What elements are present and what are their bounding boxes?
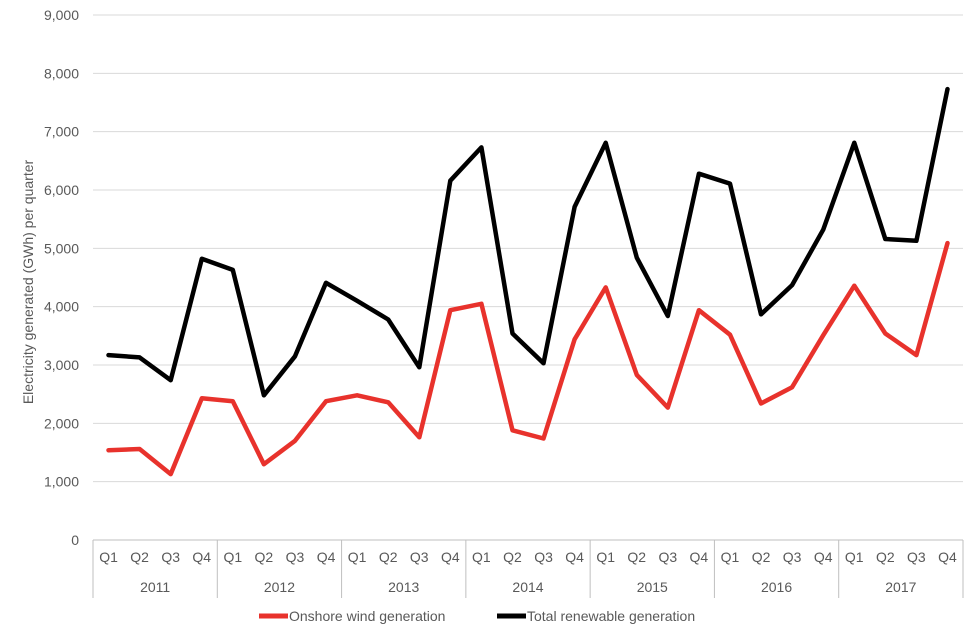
x-tick-label-quarter: Q3: [783, 549, 802, 565]
series-line-total-renewable: [106, 86, 950, 398]
y-tick-label: 0: [71, 532, 79, 548]
x-tick-label-quarter: Q2: [130, 549, 149, 565]
x-tick-label-quarter: Q3: [907, 549, 926, 565]
y-tick-label: 9,000: [44, 7, 79, 23]
y-tick-label: 4,000: [44, 299, 79, 315]
x-tick-label-quarter: Q1: [348, 549, 367, 565]
x-tick-label-quarter: Q4: [565, 549, 584, 565]
legend: Onshore wind generation Total renewable …: [259, 608, 695, 624]
x-tick-label-year: 2014: [512, 579, 543, 595]
x-tick-label-quarter: Q2: [379, 549, 398, 565]
x-tick-label-quarter: Q1: [472, 549, 491, 565]
x-tick-label-quarter: Q2: [752, 549, 771, 565]
gridlines: [93, 14, 963, 483]
x-tick-label-quarter: Q2: [876, 549, 895, 565]
x-tick-label-quarter: Q4: [441, 549, 460, 565]
y-tick-label: 5,000: [44, 240, 79, 256]
x-tick-label-quarter: Q3: [658, 549, 677, 565]
x-tick-label-quarter: Q1: [845, 549, 864, 565]
x-tick-label-quarter: Q2: [627, 549, 646, 565]
y-tick-label: 2,000: [44, 415, 79, 431]
legend-label-total-renewable: Total renewable generation: [527, 608, 695, 624]
series-line-onshore-wind: [106, 240, 950, 477]
y-tick-label: 3,000: [44, 357, 79, 373]
x-tick-label-quarter: Q3: [410, 549, 429, 565]
y-tick-label: 8,000: [44, 65, 79, 81]
x-tick-label-year: 2012: [264, 579, 295, 595]
x-tick-label-quarter: Q1: [721, 549, 740, 565]
y-tick-label: 6,000: [44, 182, 79, 198]
x-tick-label-quarter: Q1: [99, 549, 118, 565]
y-tick-label: 7,000: [44, 124, 79, 140]
x-tick-label-quarter: Q4: [317, 549, 336, 565]
legend-label-onshore-wind: Onshore wind generation: [289, 608, 445, 624]
x-tick-label-quarter: Q3: [286, 549, 305, 565]
y-axis-ticks: 0 1,000 2,000 3,000 4,000 5,000 6,000 7,000 8,00…: [44, 7, 79, 548]
x-tick-label-quarter: Q2: [503, 549, 522, 565]
x-tick-label-year: 2017: [885, 579, 916, 595]
x-tick-label-quarter: Q1: [223, 549, 242, 565]
x-tick-label-year: 2016: [761, 579, 792, 595]
series-lines: [106, 86, 950, 477]
x-tick-label-year: 2011: [140, 579, 170, 595]
x-tick-label-quarter: Q3: [534, 549, 553, 565]
x-tick-label-quarter: Q1: [596, 549, 615, 565]
x-tick-label-quarter: Q3: [161, 549, 180, 565]
x-tick-label-quarter: Q4: [192, 549, 211, 565]
x-tick-label-year: 2013: [388, 579, 419, 595]
x-tick-label-quarter: Q4: [938, 549, 957, 565]
x-axis: Q1 Q2 Q3 Q4 Q1 Q2 Q3 Q4 Q1 Q2 Q3 Q4 Q1 Q2 Q3 Q4 Q1 Q2 Q3 Q4…: [92, 539, 964, 598]
y-tick-label: 1,000: [44, 474, 79, 490]
x-tick-label-quarter: Q4: [814, 549, 833, 565]
y-axis-label: Electricity generated (GWh) per quarter: [20, 160, 36, 405]
x-tick-label-year: 2015: [637, 579, 668, 595]
x-tick-label-quarter: Q4: [690, 549, 709, 565]
x-tick-label-quarter: Q2: [255, 549, 274, 565]
